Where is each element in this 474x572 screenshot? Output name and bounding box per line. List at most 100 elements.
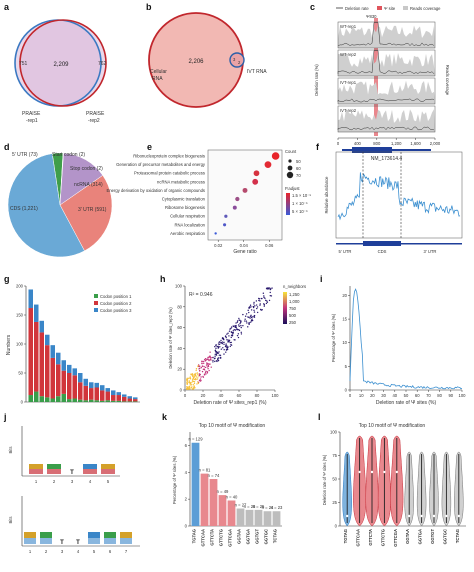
density-y-tick-label: 20 bbox=[342, 293, 347, 298]
codon-bar-segment bbox=[83, 378, 88, 386]
panel-label-k: k bbox=[162, 412, 168, 422]
scatter-point bbox=[253, 301, 255, 304]
scatter-point bbox=[244, 320, 246, 322]
dotplot-point bbox=[223, 223, 227, 227]
scatter-point bbox=[259, 304, 261, 306]
codon-bar-segment bbox=[94, 382, 99, 388]
metagene-frame bbox=[335, 151, 463, 239]
scatter-point bbox=[225, 336, 227, 339]
density-x-tick-label: 80 bbox=[437, 393, 442, 398]
motif-bar bbox=[218, 495, 227, 526]
scatter-point bbox=[216, 352, 219, 354]
motif-bar-n-label: n = 81 bbox=[199, 468, 211, 473]
pie-slice-label: 5′ UTR (73) bbox=[12, 152, 38, 158]
scatter-point bbox=[201, 370, 204, 373]
scatter-point bbox=[228, 339, 231, 341]
codon-bar-segment bbox=[83, 400, 88, 402]
scatter-point bbox=[248, 306, 251, 308]
track-x-tick-label: 400 bbox=[354, 141, 362, 146]
codon-bar-segment bbox=[116, 395, 121, 401]
scatter-point bbox=[207, 358, 209, 361]
scatter-point bbox=[230, 341, 232, 344]
logo-bottom-small-letter bbox=[24, 532, 36, 538]
scatter-point bbox=[203, 365, 205, 368]
codon-ylabel: Numbers bbox=[6, 334, 12, 355]
density-ylabel: Percentage of Ψ sites (%) bbox=[331, 313, 336, 362]
scatter-point bbox=[271, 287, 273, 289]
panel-label-g: g bbox=[4, 274, 10, 284]
scatter-point bbox=[248, 307, 250, 309]
scatter-point bbox=[220, 339, 222, 342]
logo-top-small-letter bbox=[101, 464, 115, 469]
legend-site-swatch bbox=[377, 6, 382, 10]
logo-bottom-T1: T bbox=[60, 540, 64, 546]
dotplot-x-tick-label: 0.06 bbox=[265, 243, 274, 248]
logo-bottom-T2: T bbox=[76, 540, 80, 546]
scatter-point bbox=[235, 322, 237, 324]
scatter-point bbox=[190, 373, 192, 375]
pie-slice-label: CDS (1,221) bbox=[10, 206, 38, 212]
scatter-point bbox=[191, 381, 194, 383]
deletion-rate-line bbox=[337, 126, 435, 131]
scatter-point bbox=[189, 388, 191, 390]
scatter-point bbox=[248, 322, 250, 325]
codon-bar-segment bbox=[39, 396, 44, 402]
scatter-point bbox=[196, 383, 198, 385]
scatter-point bbox=[190, 387, 193, 389]
logo-bottom-small-letter bbox=[24, 538, 36, 544]
scatter-point bbox=[206, 371, 209, 373]
legend-p-colorbar bbox=[286, 193, 290, 215]
dotplot-term-label: Proteasomal protein catabolic process bbox=[134, 171, 205, 176]
pie-slice-label: Stop codon (2) bbox=[70, 166, 103, 172]
scatter-x-tick-label: 60 bbox=[237, 393, 242, 398]
legend-p-label: 5 × 10⁻⁶ bbox=[292, 209, 308, 214]
scatter-y-tick-label: 80 bbox=[177, 304, 182, 309]
codon-bar-segment bbox=[127, 401, 132, 402]
codon-bar-segment bbox=[34, 304, 39, 322]
codon-bar-segment bbox=[83, 385, 88, 401]
violin-median bbox=[445, 514, 448, 518]
dotplot-point bbox=[253, 170, 260, 177]
codon-bar-segment bbox=[56, 396, 61, 402]
logo-top-ylabel: Bits bbox=[8, 447, 13, 454]
logo-top-position: 5 bbox=[107, 479, 110, 484]
scatter-point bbox=[248, 311, 250, 314]
codon-legend-swatch bbox=[94, 308, 98, 312]
violin-x-label: TCTAG bbox=[455, 529, 460, 543]
scatter-point bbox=[236, 321, 239, 323]
scatter-point bbox=[242, 313, 244, 316]
motif-bar bbox=[272, 511, 281, 526]
scatter-y-tick-label: 40 bbox=[177, 346, 182, 351]
scatter-point bbox=[215, 347, 217, 350]
density-x-tick-label: 50 bbox=[404, 393, 409, 398]
dotplot-point bbox=[214, 232, 217, 235]
scatter-point bbox=[188, 377, 190, 380]
logo-top-small-letter bbox=[83, 469, 97, 474]
logo-bottom-ylabel: Bits bbox=[8, 517, 13, 524]
scatter-point bbox=[258, 299, 260, 302]
scatter-x-tick-label: 40 bbox=[219, 393, 224, 398]
scatter-point bbox=[208, 359, 210, 362]
scatter-point bbox=[221, 341, 224, 343]
violin-median bbox=[346, 514, 349, 518]
scatter-point bbox=[236, 328, 239, 331]
pie-slice bbox=[7, 153, 85, 258]
logo-bottom-small-letter bbox=[40, 538, 52, 544]
scatter-point bbox=[239, 322, 241, 325]
panel-label-c: c bbox=[310, 2, 315, 12]
scatter-point bbox=[214, 353, 216, 356]
motif-bar bbox=[236, 508, 245, 526]
scatter-point bbox=[201, 360, 203, 363]
scatter-point bbox=[188, 381, 190, 383]
scatter-point bbox=[240, 331, 242, 334]
region-label-5utr: 5′ UTR bbox=[339, 249, 352, 254]
scatter-point bbox=[256, 311, 259, 314]
violin-x-label: GTTCTA bbox=[368, 529, 373, 546]
violin-median bbox=[358, 470, 361, 474]
scatter-point bbox=[265, 299, 267, 302]
scatter-point bbox=[266, 301, 269, 303]
track-frame bbox=[337, 105, 436, 133]
deletion-rate-line bbox=[337, 22, 435, 47]
legend-count-label: 70 bbox=[296, 173, 301, 178]
track-name: IVT-rep1 bbox=[340, 80, 357, 85]
